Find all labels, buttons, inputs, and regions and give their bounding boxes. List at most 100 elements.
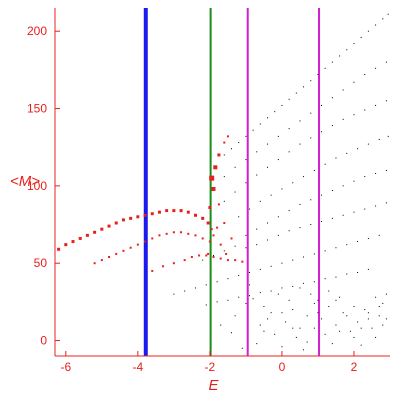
data-point-s2-199 [378, 306, 380, 308]
data-point-s2-103 [385, 202, 387, 204]
data-point-s1-13 [143, 213, 147, 217]
data-point-s1-27 [122, 249, 125, 252]
data-point-s1-44 [190, 256, 193, 259]
data-point-s1-8 [107, 224, 111, 228]
data-point-s2-183 [299, 287, 301, 289]
data-point-s1-56 [226, 135, 229, 138]
data-point-s2-1 [223, 154, 225, 156]
data-point-s2-136 [335, 276, 337, 278]
data-point-s2-82 [353, 180, 355, 182]
data-point-s2-72 [245, 234, 247, 236]
data-point-s2-180 [346, 315, 348, 317]
data-point-s2-94 [288, 230, 290, 232]
data-point-s2-102 [375, 205, 377, 207]
data-point-s2-31 [288, 128, 290, 130]
data-point-s2-152 [342, 312, 344, 314]
data-point-s2-190 [353, 336, 355, 338]
data-point-s2-57 [238, 216, 240, 218]
data-point-s2-164 [339, 296, 341, 298]
y-tick-label-2: 50 [34, 256, 48, 270]
data-point-s2-113 [270, 265, 272, 267]
data-point-s2-146 [299, 327, 301, 329]
data-point-s1-16 [165, 209, 169, 213]
data-point-s2-147 [306, 315, 308, 317]
data-point-s1-30 [144, 240, 147, 243]
data-point-s2-141 [263, 306, 265, 308]
data-point-s2-29 [267, 143, 269, 145]
data-point-s1-25 [108, 256, 111, 259]
data-point-s2-75 [277, 216, 279, 218]
data-point-s2-30 [277, 135, 279, 137]
data-point-s2-104 [173, 293, 175, 295]
data-point-s1-11 [129, 216, 133, 220]
data-point-s1-28 [129, 246, 132, 249]
data-point-s1-43 [183, 259, 186, 262]
data-point-s1-24 [100, 259, 103, 262]
data-point-s1-21 [201, 216, 205, 220]
data-point-s1-42 [172, 262, 175, 265]
data-point-s2-45 [267, 166, 269, 168]
data-point-s1-19 [186, 210, 190, 214]
data-point-s2-14 [317, 74, 319, 76]
data-point-s2-195 [335, 299, 337, 301]
data-point-s2-107 [205, 284, 207, 286]
data-points [57, 13, 389, 351]
data-point-s2-182 [328, 290, 330, 292]
data-point-s2-178 [288, 299, 290, 301]
data-point-s1-52 [209, 175, 215, 181]
data-point-s1-20 [193, 213, 197, 217]
data-point-s1-10 [121, 218, 125, 222]
tick-labels: -6 -4 -2 0 2 0 50 100 150 200 [27, 24, 358, 374]
data-point-s2-64 [313, 169, 315, 171]
data-point-s2-24 [387, 13, 389, 15]
data-point-s2-3 [238, 142, 240, 144]
data-point-s2-55 [375, 104, 377, 106]
data-point-s2-148 [313, 302, 315, 304]
data-point-s2-194 [367, 312, 369, 314]
data-point-s2-63 [303, 176, 305, 178]
data-point-s1-40 [151, 269, 154, 272]
vertical-lines [143, 8, 321, 356]
data-point-s2-143 [277, 293, 279, 295]
data-point-s2-90 [245, 247, 247, 249]
data-point-s2-109 [227, 278, 229, 280]
data-point-s1-62 [230, 237, 233, 240]
y-axis-label: <M> [10, 173, 40, 190]
data-point-s2-193 [317, 312, 319, 314]
data-point-s2-16 [331, 61, 333, 63]
data-point-s2-25 [223, 176, 225, 178]
data-point-s2-85 [385, 169, 387, 171]
data-point-s2-106 [194, 287, 196, 289]
data-point-s2-166 [367, 318, 369, 320]
data-point-s2-179 [313, 327, 315, 329]
data-point-s2-125 [216, 301, 218, 303]
data-point-s2-26 [234, 166, 236, 168]
data-point-s2-176 [317, 299, 319, 301]
data-point-s2-62 [292, 182, 294, 184]
data-point-s2-95 [299, 227, 301, 229]
data-point-s2-123 [378, 234, 380, 236]
data-point-s1-54 [217, 153, 221, 157]
data-point-s1-48 [219, 257, 222, 260]
data-point-s2-186 [281, 312, 283, 314]
data-point-s2-61 [281, 188, 283, 190]
data-point-s1-7 [100, 227, 104, 231]
data-point-s1-64 [217, 203, 220, 206]
data-point-s2-87 [212, 254, 214, 256]
data-point-s2-197 [245, 302, 247, 304]
data-point-s2-156 [371, 327, 373, 329]
data-point-s2-86 [202, 259, 204, 261]
data-point-s2-12 [303, 86, 305, 88]
data-point-s2-18 [346, 49, 348, 51]
data-point-s2-37 [353, 81, 355, 83]
data-point-s1-32 [158, 234, 161, 237]
data-point-s2-134 [313, 281, 315, 283]
data-point-s2-2 [231, 148, 233, 150]
data-point-s1-38 [201, 237, 204, 240]
data-point-s1-5 [85, 233, 89, 237]
y-tick-label-4: 150 [27, 102, 47, 116]
x-tick-label-5: 2 [351, 360, 358, 374]
data-point-s2-101 [364, 208, 366, 210]
data-point-s2-133 [303, 282, 305, 284]
